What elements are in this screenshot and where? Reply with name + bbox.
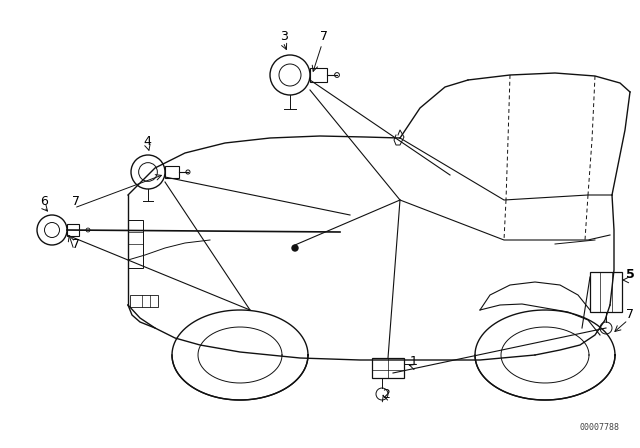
Bar <box>372 358 404 378</box>
Text: 5: 5 <box>626 268 635 281</box>
Bar <box>165 166 179 178</box>
Bar <box>590 272 622 312</box>
Bar <box>310 68 327 82</box>
Text: 1: 1 <box>410 355 418 368</box>
Text: 7: 7 <box>72 195 80 208</box>
Circle shape <box>292 245 298 251</box>
Text: 7: 7 <box>320 30 328 43</box>
Text: 2: 2 <box>382 388 390 401</box>
Text: 00007788: 00007788 <box>580 423 620 432</box>
Bar <box>128 220 143 268</box>
Bar <box>130 295 158 307</box>
Bar <box>67 224 79 236</box>
Text: 6: 6 <box>40 195 48 208</box>
Text: 7: 7 <box>626 308 634 321</box>
Text: 3: 3 <box>280 30 288 43</box>
Text: 4: 4 <box>143 135 151 148</box>
Text: 7: 7 <box>72 238 80 251</box>
